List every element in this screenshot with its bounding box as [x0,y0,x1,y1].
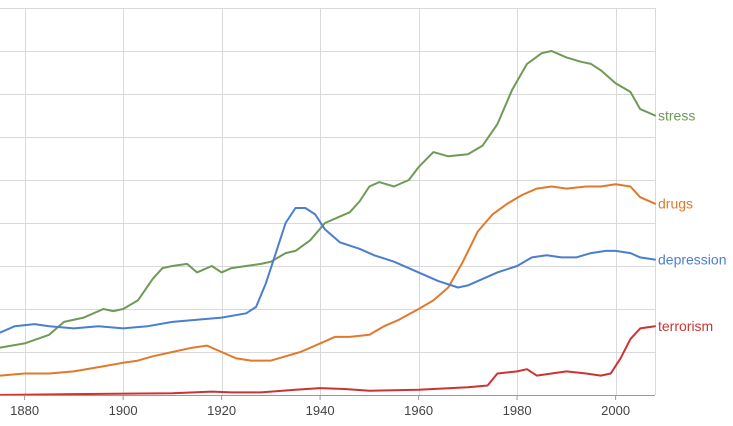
x-tick-label: 1880 [10,403,39,418]
series-label-stress: stress [658,108,695,124]
x-tick-label: 2000 [601,403,630,418]
x-tick-label: 1900 [109,403,138,418]
series-lines [0,50,656,396]
series-line-stress [0,50,656,349]
x-tick-label: 1940 [306,403,335,418]
x-tick-label: 1960 [404,403,433,418]
series-label-depression: depression [658,252,727,268]
series-label-drugs: drugs [658,196,693,212]
series-labels: stress drugs depression terrorism [658,108,727,335]
x-axis: 1880 1900 1920 1940 1960 1980 2000 [0,395,655,418]
series-line-terrorism [0,325,656,396]
series-line-depression [0,207,656,334]
x-tick-label: 1980 [503,403,532,418]
series-line-drugs [0,183,656,377]
series-label-terrorism: terrorism [658,318,713,334]
x-tick-label: 1920 [207,403,236,418]
gridlines [0,8,656,395]
